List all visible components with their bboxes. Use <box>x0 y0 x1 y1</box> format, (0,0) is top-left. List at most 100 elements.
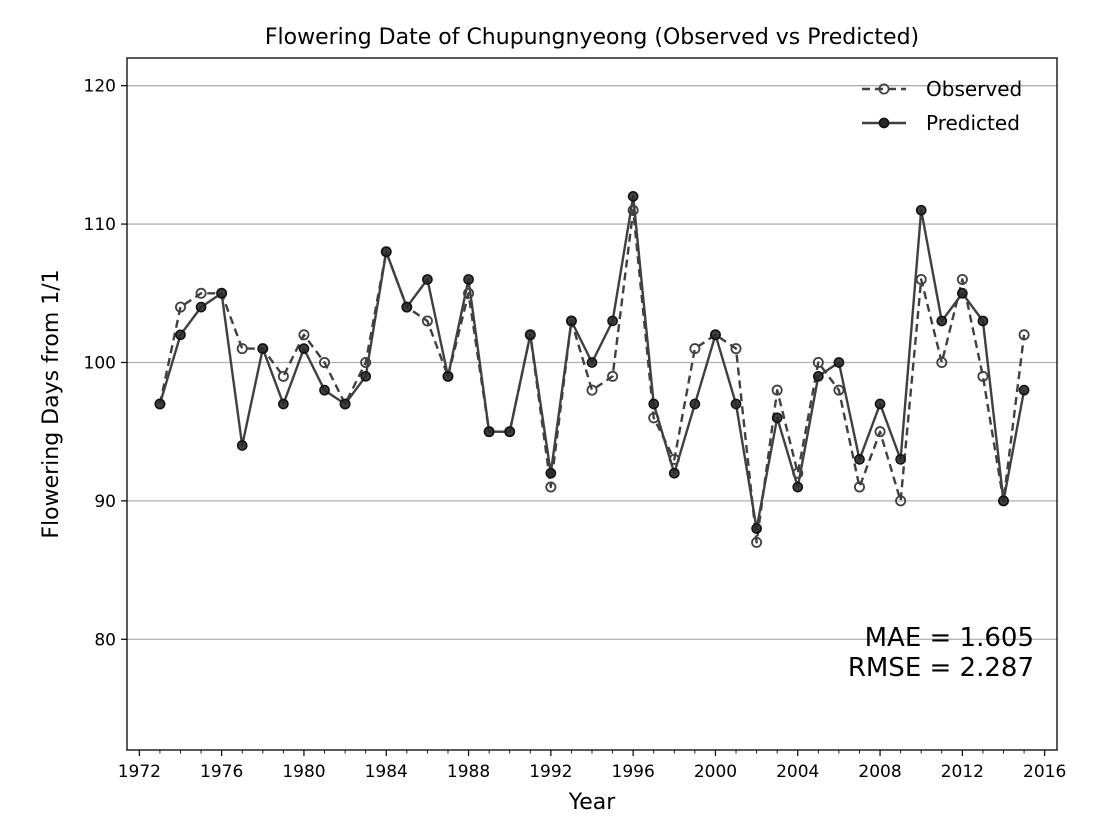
observed-point-2001 <box>730 343 742 355</box>
observed-point-1983 <box>360 356 372 368</box>
legend: Observed Predicted <box>862 77 1022 135</box>
predicted-point-1979 <box>278 398 289 410</box>
predicted-point-2015 <box>1018 384 1030 396</box>
observed-point-2008 <box>874 426 886 438</box>
x-tick-label-1980: 1980 <box>282 762 325 782</box>
predicted-point-2011 <box>936 315 948 327</box>
predicted-point-1992 <box>545 467 557 479</box>
predicted-point-1973 <box>154 398 166 410</box>
predicted-point-1976 <box>216 287 227 299</box>
observed-point-1977 <box>236 343 248 355</box>
predicted-series <box>154 191 1030 534</box>
observed-point-1986 <box>421 315 433 327</box>
chart-title: Flowering Date of Chupungnyeong (Observe… <box>265 25 919 50</box>
predicted-point-2003 <box>771 412 783 424</box>
predicted-point-1994 <box>586 357 598 368</box>
legend-observed-label: Observed <box>926 77 1022 101</box>
mae-annotation: MAE = 1.605 <box>865 623 1034 653</box>
observed-line <box>158 208 1026 544</box>
predicted-point-2001 <box>730 398 742 410</box>
predicted-point-1993 <box>566 315 577 327</box>
predicted-point-1989 <box>483 426 495 438</box>
observed-point-2002 <box>751 536 763 548</box>
observed-point-2003 <box>771 384 783 396</box>
predicted-point-1987 <box>442 370 454 382</box>
predicted-point-1980 <box>298 343 310 354</box>
observed-point-1975 <box>195 287 207 299</box>
observed-point-2012 <box>956 273 968 285</box>
predicted-point-1999 <box>689 398 701 410</box>
x-tick-label-2004: 2004 <box>776 762 819 782</box>
observed-point-1992 <box>545 481 557 493</box>
rmse-annotation: RMSE = 2.287 <box>848 653 1034 683</box>
predicted-point-1995 <box>607 315 618 327</box>
predicted-point-2010 <box>915 204 927 216</box>
x-tick-label-1988: 1988 <box>447 762 490 782</box>
predicted-point-2005 <box>812 370 824 382</box>
x-tick-label-1992: 1992 <box>529 762 572 782</box>
predicted-point-1977 <box>236 440 248 451</box>
predicted-point-1978 <box>257 343 269 354</box>
observed-point-1980 <box>298 329 310 341</box>
observed-point-1995 <box>607 370 619 382</box>
predicted-point-1981 <box>319 384 330 396</box>
predicted-point-1984 <box>380 246 392 258</box>
y-tick-label-110: 110 <box>84 215 116 235</box>
predicted-point-1986 <box>422 274 433 285</box>
x-tick-label-2016: 2016 <box>1023 762 1066 782</box>
observed-point-1979 <box>277 370 289 382</box>
predicted-point-2009 <box>895 454 906 465</box>
observed-point-2011 <box>936 356 948 368</box>
predicted-point-1982 <box>339 398 351 410</box>
x-tick-label-2012: 2012 <box>941 762 984 782</box>
x-tick-label-1972: 1972 <box>118 762 161 782</box>
y-tick-label-90: 90 <box>94 492 116 512</box>
predicted-point-1985 <box>401 301 413 313</box>
predicted-point-2013 <box>977 315 989 327</box>
observed-point-2009 <box>895 495 907 507</box>
predicted-point-2012 <box>957 287 968 299</box>
predicted-point-2007 <box>854 454 865 465</box>
predicted-point-1998 <box>668 467 680 479</box>
observed-point-2007 <box>853 481 865 493</box>
predicted-point-2014 <box>998 495 1009 507</box>
observed-point-2005 <box>812 356 824 368</box>
predicted-point-1988 <box>463 274 474 285</box>
observed-point-2013 <box>977 370 989 382</box>
observed-point-1981 <box>319 356 331 368</box>
legend-observed-marker <box>878 83 890 95</box>
y-tick-label-120: 120 <box>84 77 116 97</box>
predicted-point-2006 <box>833 357 845 368</box>
predicted-point-1983 <box>360 370 372 382</box>
predicted-point-2008 <box>874 398 886 410</box>
x-axis: 1972 1976 1980 1984 1988 1992 1996 2000 2004 2008… <box>118 750 1066 782</box>
legend-predicted-marker <box>878 117 890 129</box>
observed-point-2015 <box>1018 329 1030 341</box>
y-tick-label-100: 100 <box>84 353 116 373</box>
predicted-point-2004 <box>792 481 804 493</box>
x-tick-label-2000: 2000 <box>694 762 737 782</box>
y-tick-label-80: 80 <box>94 630 116 650</box>
predicted-point-2002 <box>751 523 762 534</box>
x-axis-label: Year <box>568 790 617 815</box>
x-tick-label-1976: 1976 <box>200 762 243 782</box>
predicted-point-1990 <box>504 426 516 438</box>
predicted-point-2000 <box>710 329 721 341</box>
x-tick-label-1996: 1996 <box>612 762 655 782</box>
predicted-point-1997 <box>648 398 660 410</box>
observed-point-1994 <box>586 384 598 396</box>
y-axis: 80 90 100 110 120 <box>84 77 127 650</box>
predicted-point-1975 <box>195 301 207 313</box>
predicted-point-1991 <box>524 329 536 341</box>
y-axis-label: Flowering Days from 1/1 <box>39 269 64 538</box>
observed-point-1999 <box>689 343 701 355</box>
observed-point-1974 <box>174 301 186 313</box>
x-tick-label-2008: 2008 <box>858 762 901 782</box>
x-tick-label-1984: 1984 <box>365 762 408 782</box>
predicted-point-1996 <box>627 191 639 202</box>
legend-predicted-label: Predicted <box>926 111 1020 135</box>
predicted-point-1974 <box>175 329 186 341</box>
observed-point-2006 <box>833 384 845 396</box>
observed-series <box>154 204 1030 548</box>
